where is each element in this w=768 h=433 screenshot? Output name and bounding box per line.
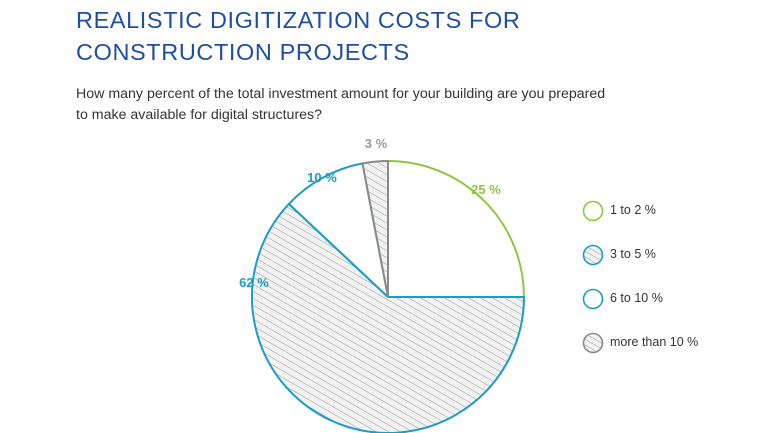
chart-title-line-2: CONSTRUCTION PROJECTS <box>76 39 410 65</box>
legend-swatch-6-to-10 <box>582 288 604 310</box>
chart-legend: 1 to 2 % 3 to 5 % 6 to 10 % more than 10 % <box>582 200 762 376</box>
legend-label-1-to-2: 1 to 2 % <box>610 203 656 217</box>
data-label-3-to-5: 62 % <box>239 275 269 290</box>
chart-subtitle-line-1: How many percent of the total investment… <box>76 86 606 102</box>
pie-slice-more-than-10 <box>361 160 389 298</box>
chart-subtitle: How many percent of the total investment… <box>76 84 676 126</box>
data-label-1-to-2: 25 % <box>471 182 501 197</box>
legend-item-1-to-2: 1 to 2 % <box>582 200 762 222</box>
legend-label-more-than-10: more than 10 % <box>610 335 699 349</box>
legend-swatch-3-to-5 <box>582 244 604 266</box>
legend-item-more-than-10: more than 10 % <box>582 332 762 354</box>
data-label-6-to-10: 10 % <box>307 170 337 185</box>
chart-subtitle-line-2: to make available for digital structures… <box>76 107 323 123</box>
legend-item-6-to-10: 6 to 10 % <box>582 288 762 310</box>
pie-slice-3-to-5 <box>251 202 525 433</box>
legend-item-3-to-5: 3 to 5 % <box>582 244 762 266</box>
pie-slice-6-to-10 <box>287 162 389 298</box>
legend-label-3-to-5: 3 to 5 % <box>610 247 656 261</box>
chart-title: REALISTIC DIGITIZATION COSTS FOR CONSTRU… <box>76 4 716 68</box>
pie-slice-1-to-2 <box>387 160 525 298</box>
legend-swatch-1-to-2 <box>582 200 604 222</box>
data-label-more-than-10: 3 % <box>365 136 388 151</box>
legend-swatch-more-than-10 <box>582 332 604 354</box>
legend-label-6-to-10: 6 to 10 % <box>610 291 663 305</box>
chart-title-line-1: REALISTIC DIGITIZATION COSTS FOR <box>76 7 521 33</box>
